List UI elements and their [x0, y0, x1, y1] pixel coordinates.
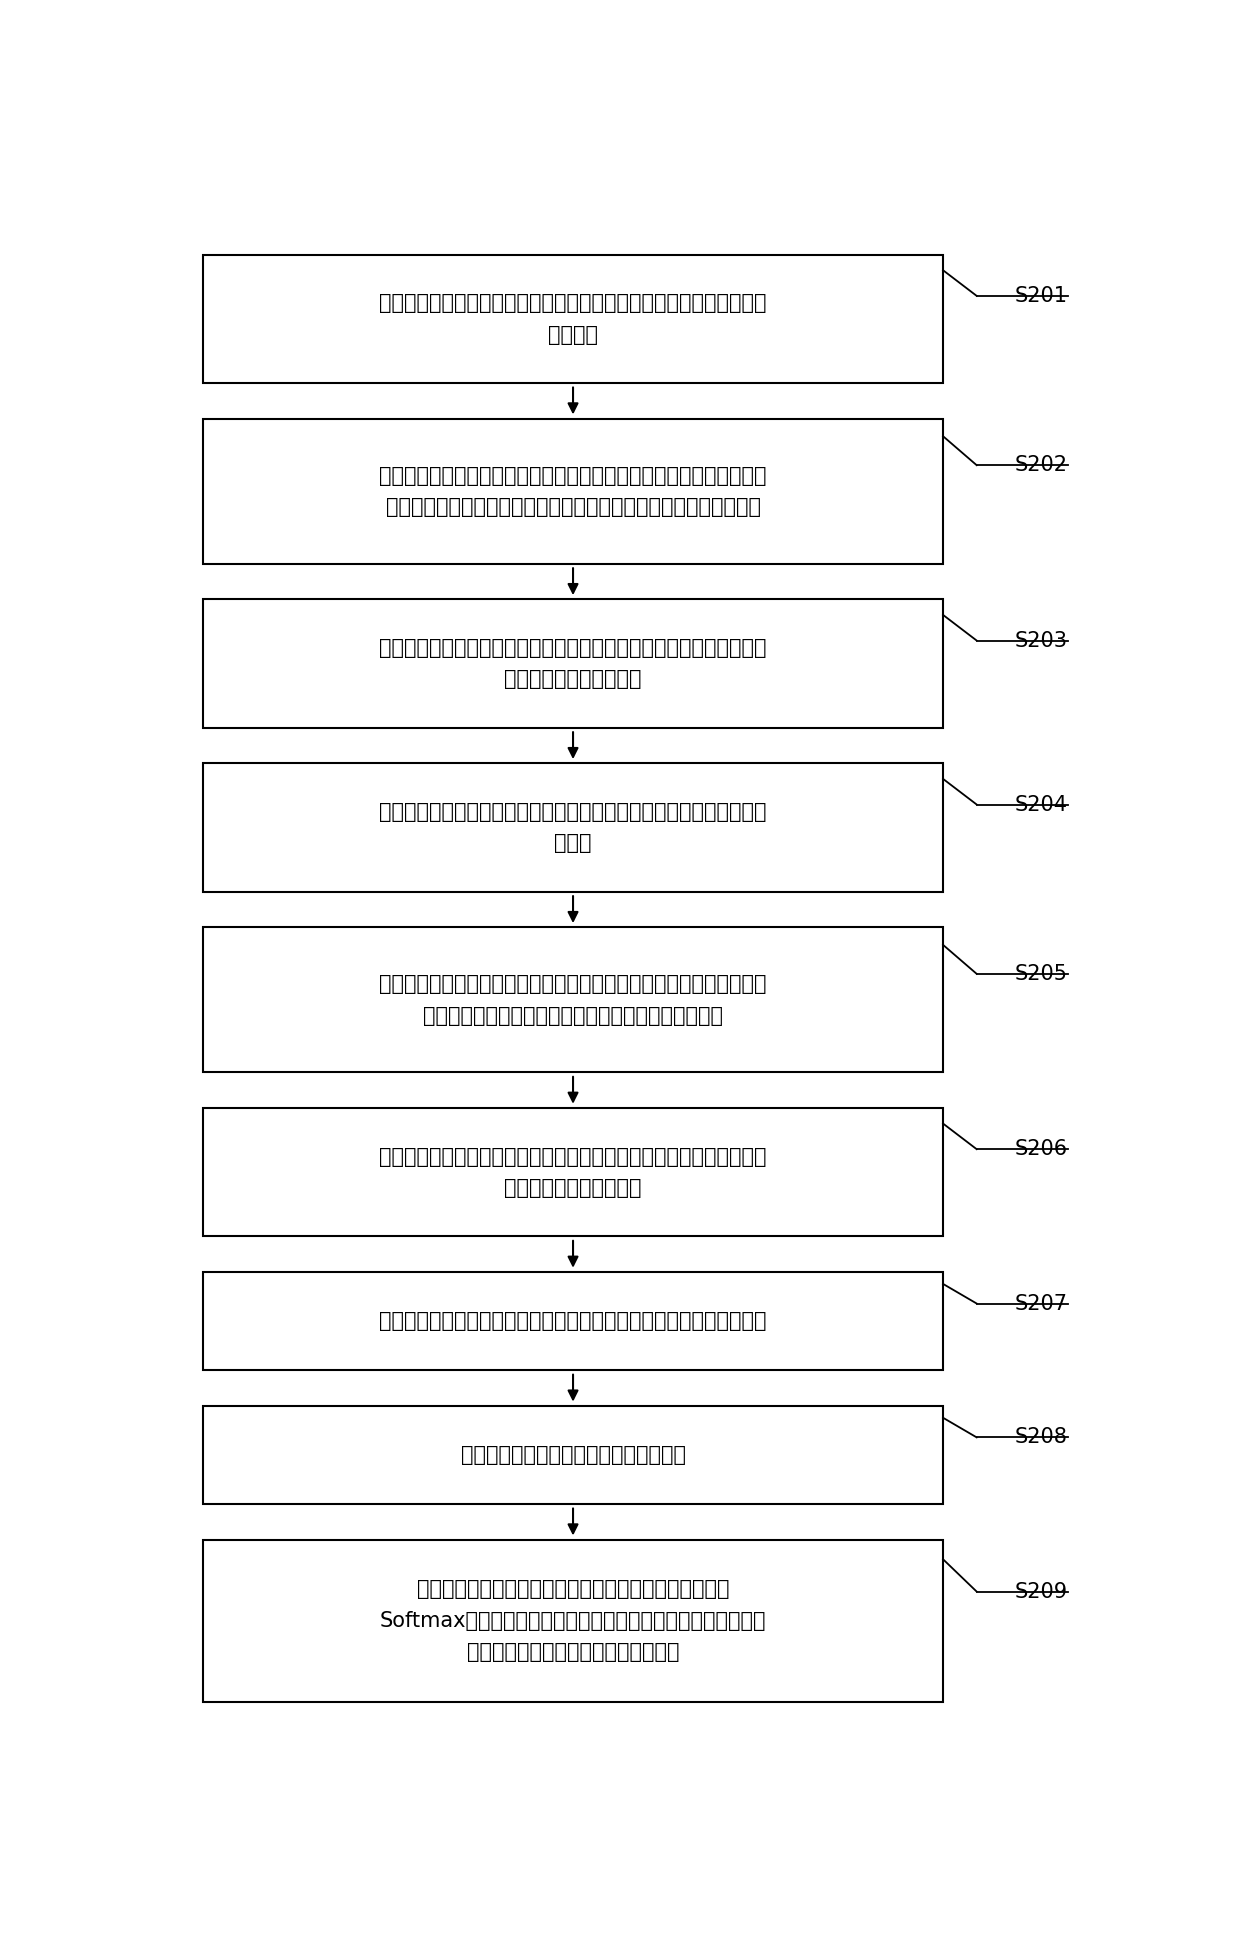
Text: 根据所述第二嵌入矩阵和所述第二特征的乘积，确定所述目标图像特征: 根据所述第二嵌入矩阵和所述第二特征的乘积，确定所述目标图像特征	[379, 1311, 766, 1331]
Text: 根据所述太赫兹图像的数据属性、预先完成训练的第一目标关系矩阵和
所述特征图的乘积，确定所述数据属性在所述特征图的第一嵌入矩阵: 根据所述太赫兹图像的数据属性、预先完成训练的第一目标关系矩阵和 所述特征图的乘积…	[379, 465, 766, 517]
Text: 根据所述第一嵌入矩阵和所述第一特征的乘积，确定所述太赫兹图像的
注意图: 根据所述第一嵌入矩阵和所述第一特征的乘积，确定所述太赫兹图像的 注意图	[379, 802, 766, 852]
Text: 利用预先完成训练的第二目标编码矩阵和所述注意图的乘积，确定所述
注意图编码后的第二特征: 利用预先完成训练的第二目标编码矩阵和所述注意图的乘积，确定所述 注意图编码后的第…	[379, 1147, 766, 1197]
Text: S209: S209	[1016, 1583, 1068, 1602]
Bar	[203, 1273, 942, 1369]
Text: S201: S201	[1016, 287, 1068, 306]
Bar	[203, 418, 942, 564]
Text: S206: S206	[1016, 1139, 1068, 1158]
Text: 利用规范共同特征、预先完成训练的目标分类权値矩阵和
Softmax函数，确定所述太赫兹图像的损伤分类结果，从而确定
所述太赫兹图像的损伤类别和损伤程度: 利用规范共同特征、预先完成训练的目标分类权値矩阵和 Softmax函数，确定所述…	[379, 1579, 766, 1662]
Text: S204: S204	[1016, 794, 1068, 815]
Bar	[203, 599, 942, 728]
Text: S203: S203	[1016, 631, 1068, 651]
Bar	[203, 1540, 942, 1701]
Text: S208: S208	[1016, 1428, 1068, 1447]
Text: 将所述目标图像特征转换为规范共同特征: 将所述目标图像特征转换为规范共同特征	[460, 1445, 686, 1464]
Bar	[203, 928, 942, 1073]
Bar	[203, 1108, 942, 1236]
Text: S205: S205	[1016, 965, 1068, 984]
Bar	[203, 763, 942, 891]
Text: 利用预先完成训练的第一目标编码矩阵和所述特征图的乘积，确定所述
特征图编码后的第一特征: 利用预先完成训练的第一目标编码矩阵和所述特征图的乘积，确定所述 特征图编码后的第…	[379, 637, 766, 690]
Text: 根据所述数据属性、预先完成训练的第二目标关系矩阵和所述注意图的
乘积，确定所述数据属性在所述注意图的第二嵌入矩阵: 根据所述数据属性、预先完成训练的第二目标关系矩阵和所述注意图的 乘积，确定所述数…	[379, 974, 766, 1025]
Bar	[203, 1406, 942, 1505]
Text: 将待检测的太赫兹图像输入至深度卷积神经网络，提取所述太赫兹图像
的特征图: 将待检测的太赫兹图像输入至深度卷积神经网络，提取所述太赫兹图像 的特征图	[379, 292, 766, 345]
Bar	[203, 256, 942, 384]
Text: S202: S202	[1016, 455, 1068, 475]
Text: S207: S207	[1016, 1294, 1068, 1313]
